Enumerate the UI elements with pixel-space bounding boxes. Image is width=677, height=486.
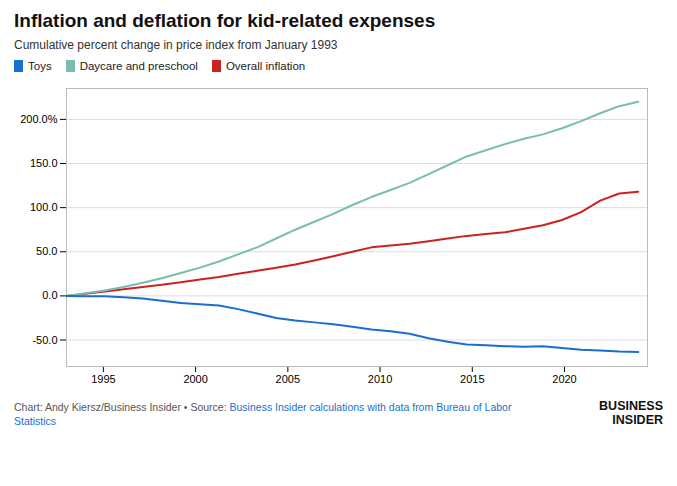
html-text:Daycare and preschool: Daycare and preschool [79,60,198,72]
svg-text:2000: 2000 [183,373,207,385]
html-text:Overall inflation: Overall inflation [225,60,306,72]
html-text:Cumulative percent change in p: Cumulative percent change in price index… [14,38,338,52]
html-text:Toys: Toys [28,60,52,72]
html-text:Chart: Andy Kiersz/Business In: Chart: Andy Kiersz/Business Insider • So… [14,401,512,428]
svg-text:2015: 2015 [460,373,484,385]
svg-text:50.0: 50.0 [36,245,57,257]
svg-text:0.0: 0.0 [42,289,57,301]
svg-text:-50.0: -50.0 [32,334,57,346]
svg-text:2020: 2020 [552,373,576,385]
svg-text:2005: 2005 [276,373,300,385]
svg-text:150.0: 150.0 [30,157,58,169]
svg-text:1995: 1995 [91,373,115,385]
svg-text:200.0%: 200.0% [20,113,58,125]
svg-text:2010: 2010 [368,373,392,385]
html-text:BUSINESS INSIDER: BUSINESS INSIDER [599,399,663,427]
html-text:Inflation and deflation for ki: Inflation and deflation for kid-related … [14,10,436,31]
svg-text:100.0: 100.0 [30,201,58,213]
